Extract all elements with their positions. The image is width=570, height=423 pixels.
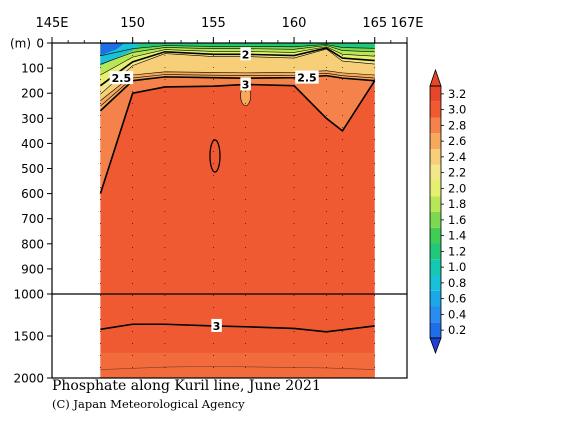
- contour-label: 2.5: [112, 72, 132, 85]
- contour-label: 2.5: [297, 72, 317, 85]
- contour-thin-deep: [100, 365, 375, 370]
- y-tick-label: 500: [21, 162, 44, 176]
- colorbar-label: 3.2: [448, 87, 466, 101]
- colorbar-label: 0.4: [448, 307, 466, 321]
- y-tick-label: 1500: [13, 330, 44, 344]
- y-tick-label: 1000: [13, 288, 44, 302]
- contour-label-bg: [295, 70, 319, 84]
- colorbar-swatch: [430, 306, 441, 323]
- chart-credit: (C) Japan Meteorological Agency: [52, 397, 245, 411]
- colorbar-label: 2.6: [448, 134, 466, 148]
- x-tick-label: 150: [120, 16, 145, 31]
- y-tick-label: 400: [21, 137, 44, 151]
- colorbar-swatch: [430, 259, 441, 275]
- colorbar-swatch: [430, 227, 441, 244]
- y-tick-label: 600: [21, 187, 44, 201]
- colorbar-label: 1.2: [448, 244, 466, 258]
- colorbar-label: 2.0: [448, 181, 466, 195]
- colorbar-swatch: [430, 117, 441, 134]
- colorbar-swatch: [430, 133, 441, 149]
- x-tick-label: 145E: [35, 16, 68, 31]
- contour-label: 3: [213, 320, 221, 333]
- y-unit-label: (m): [10, 37, 31, 51]
- contour-3-deep: [100, 323, 375, 333]
- colorbar-swatch: [430, 290, 441, 307]
- chart-title: Phosphate along Kuril line, June 2021: [52, 378, 321, 394]
- colorbar-label: 0.2: [448, 323, 466, 337]
- colorbar-swatch: [430, 86, 441, 102]
- colorbar-swatch: [430, 180, 441, 197]
- contour-label: 3: [242, 78, 250, 91]
- colorbar-label: 2.2: [448, 166, 466, 180]
- y-tick-label: 200: [21, 87, 44, 101]
- colorbar-label: 1.8: [448, 197, 466, 211]
- colorbar-label: 2.8: [448, 118, 466, 132]
- contour-thin-0: [100, 44, 375, 57]
- y-tick-label: 100: [21, 62, 44, 76]
- y-tick-label: 2000: [13, 372, 44, 386]
- x-tick-label: 155: [201, 16, 226, 31]
- colorbar-top-arrow: [429, 68, 442, 87]
- section-fill: [99, 43, 376, 378]
- colorbar-label: 0.6: [448, 292, 466, 306]
- colorbar-swatch: [430, 275, 441, 291]
- x-tick-label: 165: [362, 16, 387, 31]
- colorbar-swatch: [430, 322, 441, 338]
- y-tick-label: 900: [21, 262, 44, 276]
- contour-label-bg: [240, 77, 251, 91]
- bottom-water-fill: [100, 352, 375, 378]
- band-2p4: [100, 43, 375, 101]
- contour-label-bg: [240, 47, 251, 61]
- contour-label-bg: [109, 71, 134, 85]
- contour-label: 2: [242, 48, 250, 61]
- colorbar-label: 1.0: [448, 260, 466, 274]
- plot-area: 2 2.5 3 2.5 3: [99, 43, 376, 378]
- x-tick-label: 167E: [390, 16, 423, 31]
- colorbar-swatch: [430, 212, 441, 228]
- contour-label-bg: [211, 318, 222, 332]
- lowest-value-patch: [100, 43, 125, 56]
- y-tick-label: 300: [21, 112, 44, 126]
- colorbar-label: 0.8: [448, 276, 466, 290]
- colorbar-label: 3.0: [448, 103, 466, 117]
- colorbar-swatch: [430, 149, 441, 165]
- colorbar-bottom-arrow: [429, 337, 442, 355]
- colorbar-swatch: [430, 101, 441, 118]
- x-tick-label: 160: [282, 16, 307, 31]
- contour-thin-25-1: [100, 73, 375, 107]
- y-tick-label: 700: [21, 212, 44, 226]
- colorbar-swatch: [430, 243, 441, 260]
- y-tick-label: 800: [21, 237, 44, 251]
- colorbar-label: 1.4: [448, 229, 466, 243]
- colorbar-label: 2.4: [448, 150, 466, 164]
- contour-eddy: [209, 139, 221, 173]
- colorbar-label: 1.6: [448, 213, 466, 227]
- colorbar-frame: [429, 85, 442, 339]
- colorbar: 0.2 0.40.6 0.8 1.0 1.21.4 1.6 1.8 2.02.2 2.4 2.6 2…: [429, 68, 466, 355]
- colorbar-swatch: [430, 196, 441, 212]
- contour-thin-25-0: [100, 70, 375, 101]
- y-tick-label: 0: [36, 37, 44, 51]
- colorbar-swatch: [430, 164, 441, 181]
- axes: 145E 150 155 160 165 167E 0 100 200 300 400 500 600 7…: [10, 16, 424, 386]
